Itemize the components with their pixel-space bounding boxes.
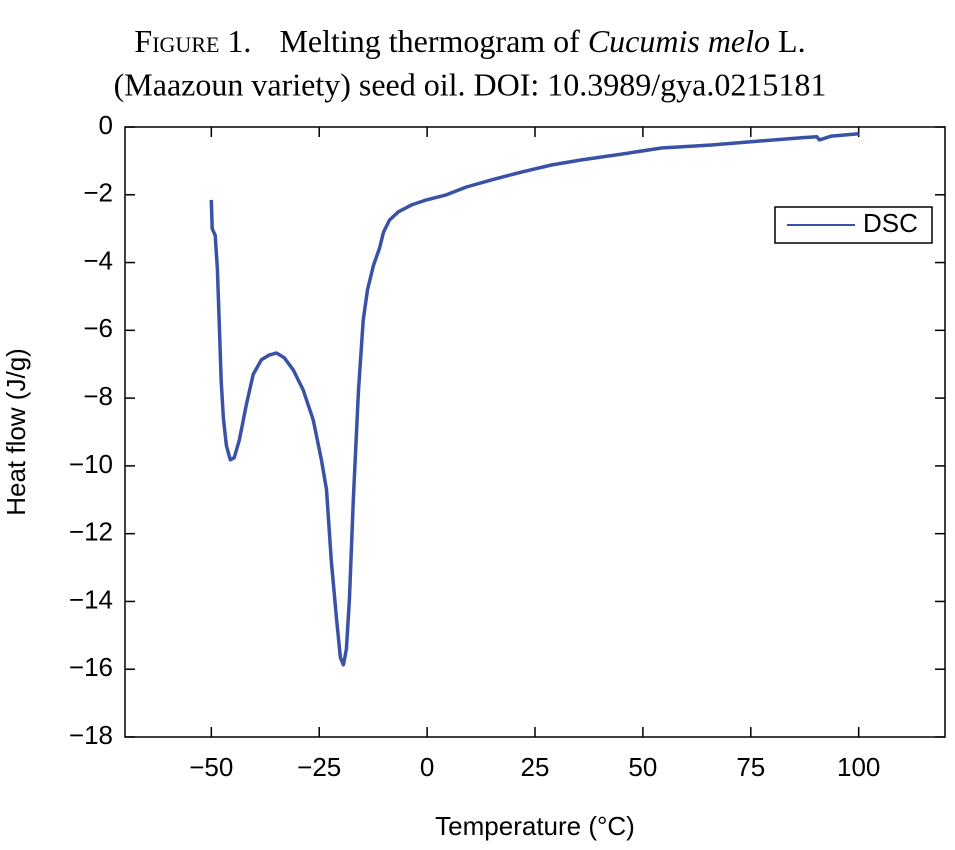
- y-tick-label: −10: [69, 449, 113, 479]
- x-tick-label: 75: [736, 752, 765, 782]
- y-tick-label: −8: [83, 381, 113, 411]
- x-tick-label: 25: [521, 752, 550, 782]
- y-tick-label: −16: [69, 652, 113, 682]
- y-tick-label: −4: [83, 245, 113, 275]
- y-tick-label: −12: [69, 517, 113, 547]
- title-part: Melting thermogram of: [279, 23, 587, 59]
- x-axis-label: Temperature (°C): [435, 811, 635, 841]
- title-part: L.: [770, 23, 806, 59]
- x-tick-label: 50: [628, 752, 657, 782]
- x-tick-label: −50: [189, 752, 233, 782]
- x-tick-label: −25: [297, 752, 341, 782]
- y-axis-label: Heat flow (J/g): [1, 348, 31, 516]
- figure-label: Figure 1.: [134, 23, 251, 59]
- y-tick-label: −6: [83, 313, 113, 343]
- y-tick-label: −18: [69, 720, 113, 750]
- chart-title-line-1: Figure 1. Melting thermogram of Cucumis m…: [134, 23, 805, 59]
- x-tick-label: 100: [837, 752, 880, 782]
- y-tick-label: −2: [83, 178, 113, 208]
- legend-label: DSC: [863, 208, 918, 238]
- series-line: [209, 132, 859, 667]
- title-italic: Cucumis melo: [588, 23, 770, 59]
- y-tick-label: −14: [69, 584, 113, 614]
- y-tick-label: 0: [99, 110, 113, 140]
- chart-title-line-2: (Maazoun variety) seed oil. DOI: 10.3989…: [114, 66, 827, 102]
- x-tick-label: 0: [420, 752, 434, 782]
